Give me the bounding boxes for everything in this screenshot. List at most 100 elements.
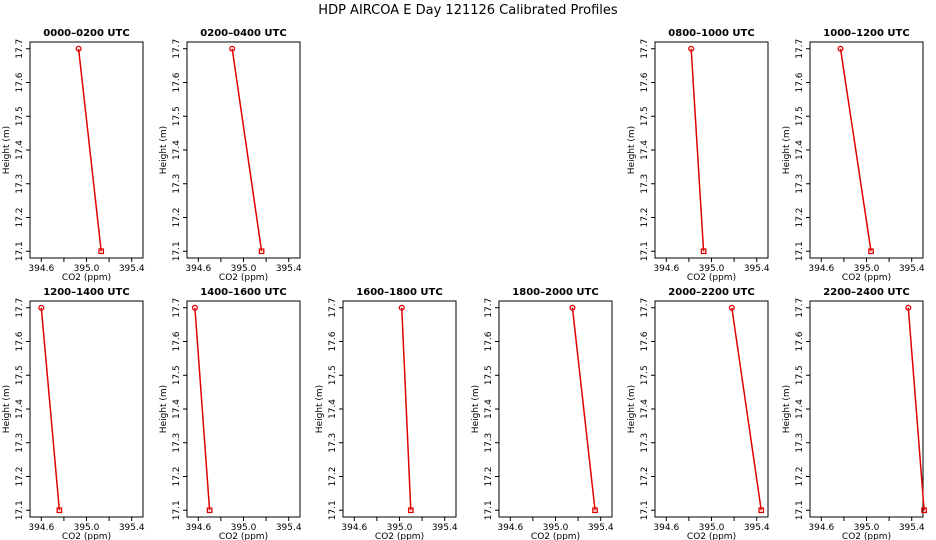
x-tick-label: 395.4 [276, 264, 302, 274]
x-tick-label: 394.6 [341, 523, 367, 533]
x-tick-label: 395.0 [854, 264, 880, 274]
data-point [38, 304, 45, 311]
data-point [700, 248, 707, 255]
y-tick-label: 17.1 [640, 241, 650, 261]
y-tick-label: 17.7 [640, 298, 650, 318]
x-tick-label: 394.6 [185, 264, 211, 274]
x-tick-label: 395.0 [854, 523, 880, 533]
y-tick-label: 17.4 [640, 399, 650, 419]
panel-title: 1000–1200 UTC [823, 28, 909, 39]
x-tick-label: 395.4 [119, 264, 145, 274]
y-tick-label: 17.3 [15, 433, 25, 453]
y-tick-label: 17.7 [328, 298, 338, 318]
x-tick-label: 394.6 [185, 523, 211, 533]
y-tick-label: 17.6 [795, 72, 805, 92]
y-tick-label: 17.4 [172, 140, 182, 160]
y-tick-label: 17.4 [795, 399, 805, 419]
x-tick-label: 395.0 [74, 264, 100, 274]
y-tick-label: 17.3 [640, 174, 650, 194]
y-tick-label: 17.4 [640, 140, 650, 160]
panel-2: 0800–1000 UTC 394.6 395.0 395.4 CO2 (ppm) 17.… [627, 28, 770, 283]
x-tick-label: 395.0 [543, 523, 569, 533]
y-tick-label: 17.1 [484, 500, 494, 520]
y-tick-label: 17.5 [15, 106, 25, 126]
y-tick-label: 17.6 [15, 331, 25, 351]
panel-6: 1600–1800 UTC 394.6 395.0 395.4 CO2 (ppm) 17.… [315, 287, 458, 540]
y-tick-label: 17.6 [328, 331, 338, 351]
y-axis-label: Height (m) [159, 385, 169, 433]
panel-title: 1600–1800 UTC [356, 287, 442, 298]
panel-title: 0000–0200 UTC [43, 28, 129, 39]
x-axis-label: CO2 (ppm) [531, 532, 580, 540]
y-tick-label: 17.3 [795, 433, 805, 453]
data-point [206, 507, 213, 514]
y-tick-label: 17.1 [15, 241, 25, 261]
plot-frame [654, 300, 769, 518]
plot-frame [654, 41, 769, 259]
x-tick-label: 395.4 [744, 523, 770, 533]
x-tick-label: 395.4 [432, 523, 458, 533]
panel-5: 1400–1600 UTC 394.6 395.0 395.4 CO2 (ppm) 17.… [159, 287, 302, 540]
x-tick-label: 395.4 [899, 523, 925, 533]
x-tick-label: 394.6 [808, 264, 834, 274]
x-tick-label: 394.6 [653, 523, 679, 533]
profile-line [401, 307, 412, 511]
y-tick-label: 17.7 [15, 298, 25, 318]
profile-line [571, 307, 596, 511]
y-tick-label: 17.4 [795, 140, 805, 160]
y-tick-label: 17.7 [640, 39, 650, 59]
y-tick-label: 17.6 [640, 72, 650, 92]
y-tick-label: 17.1 [640, 500, 650, 520]
panel-0: 0000–0200 UTC 394.6 395.0 395.4 CO2 (ppm) 17.… [2, 28, 145, 283]
y-tick-label: 17.2 [328, 466, 338, 486]
x-axis-label: CO2 (ppm) [842, 532, 891, 540]
y-tick-label: 17.7 [795, 39, 805, 59]
data-point [569, 304, 576, 311]
data-point [56, 507, 63, 514]
data-point [837, 45, 844, 52]
panel-title: 1400–1600 UTC [200, 287, 286, 298]
panel-8: 2000–2200 UTC 394.6 395.0 395.4 CO2 (ppm) 17.… [627, 287, 770, 540]
data-point [905, 304, 912, 311]
data-point [728, 304, 735, 311]
y-tick-label: 17.2 [795, 466, 805, 486]
x-tick-label: 395.0 [74, 523, 100, 533]
panel-3: 1000–1200 UTC 394.6 395.0 395.4 CO2 (ppm) 17.… [782, 28, 925, 283]
x-axis-label: CO2 (ppm) [842, 273, 891, 283]
y-tick-label: 17.1 [328, 500, 338, 520]
y-axis-label: Height (m) [782, 385, 792, 433]
x-axis-label: CO2 (ppm) [62, 532, 111, 540]
data-point [758, 507, 765, 514]
x-tick-label: 395.0 [231, 264, 257, 274]
y-tick-label: 17.4 [484, 399, 494, 419]
y-tick-label: 17.3 [795, 174, 805, 194]
data-point [592, 507, 598, 514]
panel-4: 1200–1400 UTC 394.6 395.0 395.4 CO2 (ppm) 17.… [2, 287, 145, 540]
panel-title: 1200–1400 UTC [43, 287, 129, 298]
x-axis-label: CO2 (ppm) [219, 273, 268, 283]
x-tick-label: 394.6 [28, 523, 54, 533]
y-tick-label: 17.5 [795, 106, 805, 126]
y-tick-label: 17.2 [15, 466, 25, 486]
data-point [921, 507, 927, 514]
profile-line [231, 48, 263, 252]
panel-title: 1800–2000 UTC [512, 287, 598, 298]
x-axis-label: CO2 (ppm) [375, 532, 424, 540]
y-tick-label: 17.3 [328, 433, 338, 453]
x-tick-label: 395.4 [119, 523, 145, 533]
y-tick-label: 17.2 [172, 466, 182, 486]
panel-9: 2200–2400 UTC 394.6 395.0 395.4 CO2 (ppm) 17.… [782, 287, 927, 540]
profile-line [839, 48, 872, 252]
x-axis-label: CO2 (ppm) [62, 273, 111, 283]
y-tick-label: 17.2 [484, 466, 494, 486]
plot-frame [342, 300, 457, 518]
y-tick-label: 17.5 [172, 106, 182, 126]
y-tick-label: 17.6 [484, 331, 494, 351]
y-tick-label: 17.3 [172, 174, 182, 194]
y-tick-label: 17.1 [795, 241, 805, 261]
plot-frame [809, 300, 924, 518]
y-tick-label: 17.7 [172, 298, 182, 318]
data-point [407, 507, 414, 514]
x-tick-label: 395.0 [699, 523, 725, 533]
x-axis-label: CO2 (ppm) [219, 532, 268, 540]
